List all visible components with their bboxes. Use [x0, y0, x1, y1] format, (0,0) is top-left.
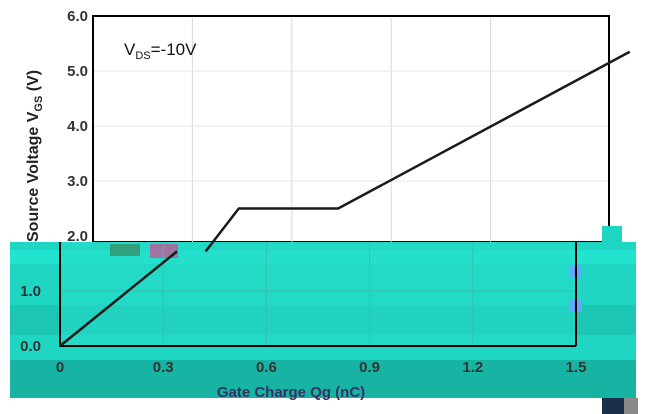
x-tick-label: 0.3 — [153, 359, 174, 376]
y-axis-label-sub: GS — [33, 96, 45, 112]
grid-lines — [60, 18, 608, 346]
y-tick-label: 3.0 — [67, 173, 88, 190]
series-line-upper — [204, 50, 631, 253]
vds-annotation-sub: DS — [135, 50, 150, 62]
y-axis-ticks: 0.0 1.0 2.0 3.0 4.0 5.0 6.0 — [20, 8, 88, 355]
y-tick-label: 6.0 — [67, 8, 88, 25]
y-axis-label-unit: (V) — [25, 70, 42, 96]
y-tick-label: 0.0 — [20, 338, 41, 355]
lower-plot-frame — [59, 242, 577, 347]
vds-annotation: VDS=-10V — [124, 40, 197, 62]
series-group — [59, 50, 631, 347]
y-tick-label: 1.0 — [20, 283, 41, 300]
x-tick-label: 0.9 — [359, 359, 380, 376]
y-tick-label: 4.0 — [67, 118, 88, 135]
x-axis-label: Gate Charge Qg (nC) — [217, 384, 365, 401]
series-line-lower — [59, 250, 178, 347]
plot-area — [92, 15, 610, 243]
y-tick-label: 5.0 — [67, 63, 88, 80]
vds-annotation-rest: =-10V — [151, 40, 197, 59]
y-tick-label: 2.0 — [67, 228, 88, 245]
x-tick-label: 0.6 — [256, 359, 277, 376]
y-axis-label: Source Voltage VGS (V) — [25, 70, 45, 242]
x-tick-label: 1.2 — [462, 359, 483, 376]
x-axis-ticks: 0 0.3 0.6 0.9 1.2 1.5 — [56, 359, 587, 376]
x-tick-label: 1.5 — [566, 359, 587, 376]
glitch-band — [10, 226, 638, 414]
x-tick-label: 0 — [56, 359, 64, 376]
